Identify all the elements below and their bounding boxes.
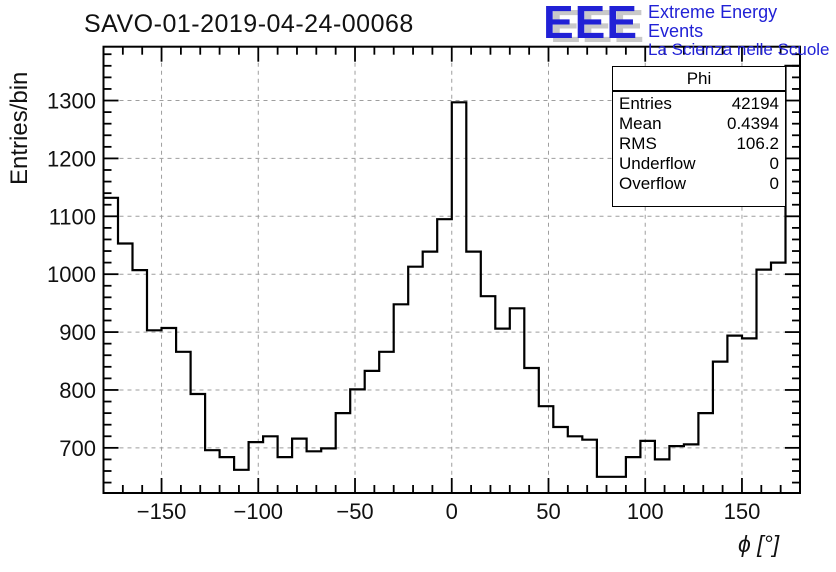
eee-logo-mark: EEE xyxy=(543,0,639,48)
x-tick-label: −100 xyxy=(233,499,283,524)
x-tick-label: −150 xyxy=(137,499,187,524)
y-tick-label: 1200 xyxy=(47,146,96,171)
stats-box-title: Phi xyxy=(613,67,785,92)
y-tick-label: 700 xyxy=(59,436,96,461)
x-tick-label: 100 xyxy=(627,499,664,524)
stats-row-label: RMS xyxy=(619,134,657,153)
stats-row: Underflow 0 xyxy=(619,154,779,174)
y-tick-label: 800 xyxy=(59,378,96,403)
stats-row-value: 0 xyxy=(769,174,779,193)
stats-row-label: Entries xyxy=(619,94,672,113)
stats-row: Entries 42194 xyxy=(619,94,779,114)
stats-row: Mean 0.4394 xyxy=(619,114,779,134)
x-tick-label: −50 xyxy=(336,499,373,524)
x-tick-label: 150 xyxy=(724,499,761,524)
plot-title: SAVO-01-2019-04-24-00068 xyxy=(84,10,414,38)
stats-row-label: Underflow xyxy=(619,154,696,173)
y-tick-label: 1000 xyxy=(47,262,96,287)
eee-logo-line2: La Scienza nelle Scuole xyxy=(648,40,830,59)
stats-row-value: 0 xyxy=(769,154,779,173)
stats-row-value: 42194 xyxy=(731,94,779,113)
stats-row-value: 106.2 xyxy=(736,134,779,153)
stats-row: RMS 106.2 xyxy=(619,134,779,154)
stats-box-rows: Entries 42194 Mean 0.4394 RMS 106.2 Underflow 0… xyxy=(613,92,785,194)
x-axis-title: ϕ [°] xyxy=(738,531,780,557)
eee-logo-line1: Extreme Energy Events xyxy=(648,2,778,41)
y-axis-title: Entries/bin xyxy=(6,71,33,185)
stats-row-value: 0.4394 xyxy=(727,114,779,133)
x-tick-label: 50 xyxy=(536,499,560,524)
stats-row-label: Overflow xyxy=(619,174,687,193)
y-tick-label: 900 xyxy=(59,320,96,345)
stats-row-label: Mean xyxy=(619,114,662,133)
axis-ticks xyxy=(103,46,800,493)
y-tick-label: 1300 xyxy=(47,89,96,114)
stats-row: Overflow 0 xyxy=(619,174,779,194)
x-tick-labels: −150 −100 −50 0 50 100 150 xyxy=(137,499,761,524)
stats-box: Phi Entries 42194 Mean 0.4394 RMS 106.2 Underf… xyxy=(612,66,786,207)
x-tick-label: 0 xyxy=(446,499,458,524)
y-tick-label: 1100 xyxy=(49,204,96,229)
eee-logo: EEE Extreme Energy Events La Scienza nel… xyxy=(543,0,836,59)
histogram-step-line xyxy=(103,64,800,478)
eee-logo-text: Extreme Energy Events La Scienza nelle S… xyxy=(648,3,836,59)
y-tick-labels: 700 800 900 1000 1100 1200 1300 xyxy=(47,89,96,461)
